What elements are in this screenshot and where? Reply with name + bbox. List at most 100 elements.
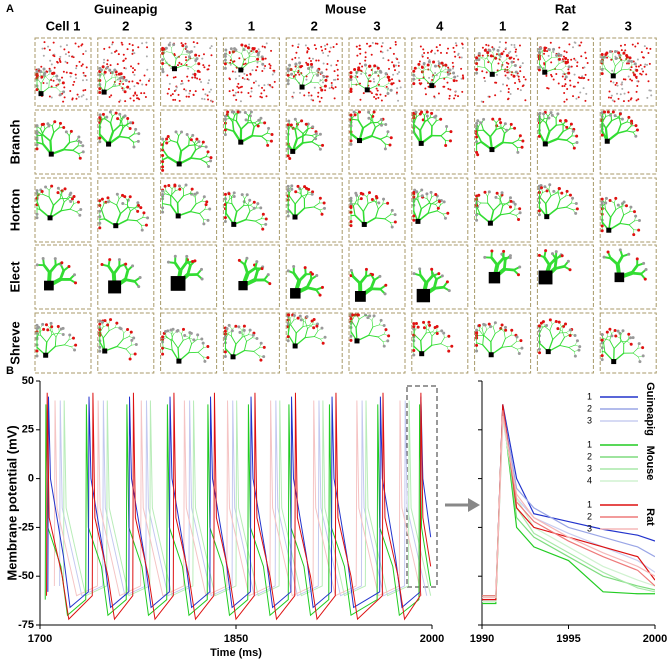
tip-dot: [118, 73, 121, 76]
synapse-dot: [136, 82, 138, 84]
tip-dot: [608, 328, 611, 331]
tip-dot: [270, 140, 273, 143]
tip-dot: [551, 252, 554, 255]
synapse-dot: [577, 82, 579, 84]
tip-dot: [39, 70, 42, 73]
synapse-dot: [644, 64, 646, 66]
synapse-dot: [365, 56, 367, 58]
tip-dot: [391, 209, 394, 212]
tip-dot: [514, 203, 517, 206]
neuron: [287, 118, 324, 160]
neuron: [601, 42, 653, 102]
tip-dot: [558, 321, 561, 324]
tip-dot: [288, 64, 291, 67]
tip-dot: [629, 206, 632, 209]
tip-dot: [72, 337, 75, 340]
tip-dot: [539, 47, 542, 50]
tip-dot: [350, 113, 353, 116]
tip-dot: [632, 233, 635, 236]
synapse-dot: [229, 90, 231, 92]
synapse-dot: [176, 86, 178, 88]
tip-dot: [42, 328, 45, 331]
synapse-dot: [395, 64, 397, 66]
soma: [102, 90, 107, 95]
tip-dot: [558, 58, 561, 61]
dendrite: [180, 263, 186, 271]
synapse-dot: [506, 71, 508, 73]
tip-dot: [438, 200, 441, 203]
synapse-dot: [420, 82, 422, 84]
tip-dot: [430, 191, 433, 194]
synapse-dot: [365, 52, 367, 54]
tip-dot: [54, 257, 57, 260]
synapse-dot: [299, 92, 301, 94]
tip-dot: [207, 150, 210, 153]
synapse-dot: [114, 84, 116, 86]
synapse-dot: [292, 45, 294, 47]
dendrite: [41, 335, 47, 342]
tip-dot: [321, 213, 324, 216]
synapse-dot: [509, 71, 511, 73]
tip-dot: [601, 354, 604, 357]
dendrite: [178, 340, 183, 348]
synapse-dot: [188, 96, 190, 98]
dendrite: [198, 348, 203, 352]
tip-dot: [256, 58, 259, 61]
tip-dot: [350, 88, 353, 91]
tip-dot: [635, 69, 638, 72]
tip-dot: [174, 255, 177, 258]
synapse-dot: [146, 46, 148, 48]
dendrite: [491, 58, 494, 65]
tip-dot: [432, 61, 435, 64]
synapse-dot: [337, 78, 339, 80]
tip-dot: [501, 323, 504, 326]
dendrite: [244, 341, 246, 350]
dendrite: [241, 123, 248, 129]
synapse-dot: [236, 86, 238, 88]
dendrite: [510, 213, 516, 215]
tip-dot: [287, 82, 290, 85]
synapse-dot: [243, 73, 245, 75]
dendrite: [484, 330, 487, 336]
synapse-dot: [77, 94, 79, 96]
tip-dot: [46, 328, 49, 331]
synapse-dot: [396, 87, 398, 89]
synapse-dot: [322, 52, 324, 54]
tip-dot: [198, 145, 201, 148]
tip-dot: [412, 70, 415, 73]
synapse-dot: [366, 43, 368, 45]
legend-label: 2: [587, 403, 592, 413]
tip-dot: [161, 138, 164, 141]
synapse-dot: [209, 47, 211, 49]
tip-dot: [261, 267, 264, 270]
trace: [482, 416, 655, 598]
tip-dot: [205, 200, 208, 203]
tip-dot: [164, 330, 167, 333]
tip-dot: [129, 358, 132, 361]
tip-dot: [59, 93, 62, 96]
synapse-dot: [131, 53, 133, 55]
tip-dot: [442, 332, 445, 335]
synapse-dot: [373, 81, 375, 83]
synapse-dot: [385, 95, 387, 97]
synapse-dot: [460, 68, 462, 70]
tip-dot: [324, 85, 327, 88]
tip-dot: [115, 322, 118, 325]
tip-dot: [509, 256, 512, 259]
dendrite: [61, 202, 64, 211]
synapse-dot: [146, 69, 148, 71]
synapse-dot: [511, 74, 513, 76]
synapse-dot: [522, 62, 524, 64]
synapse-dot: [449, 89, 451, 91]
synapse-dot: [63, 71, 65, 73]
neuron: [161, 328, 209, 364]
dendrite: [181, 146, 189, 152]
synapse-dot: [331, 84, 333, 86]
x-tick-label: 1995: [556, 633, 580, 645]
synapse-dot: [447, 88, 449, 90]
dendrite: [561, 67, 565, 70]
synapse-dot: [81, 65, 83, 67]
synapse-dot: [356, 46, 358, 48]
synapse-dot: [51, 85, 53, 87]
synapse-dot: [145, 42, 147, 44]
